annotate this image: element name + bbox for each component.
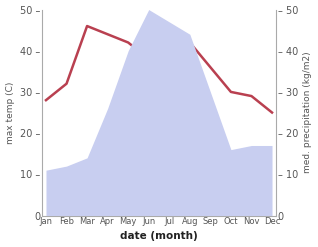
Y-axis label: max temp (C): max temp (C) xyxy=(5,81,15,144)
X-axis label: date (month): date (month) xyxy=(120,231,198,242)
Y-axis label: med. precipitation (kg/m2): med. precipitation (kg/m2) xyxy=(303,52,313,173)
